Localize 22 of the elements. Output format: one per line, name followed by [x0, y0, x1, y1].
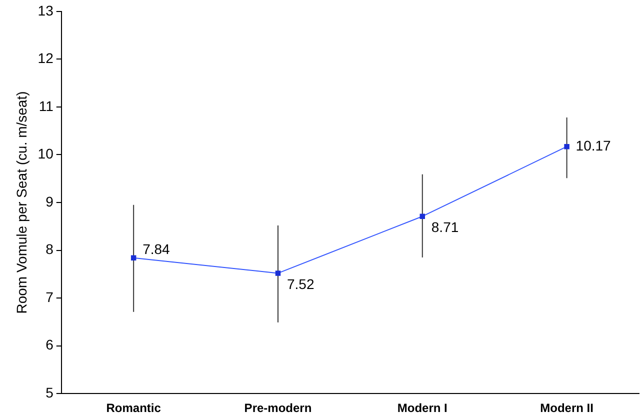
point [564, 144, 570, 150]
y-tick-label: 8 [46, 241, 54, 258]
x-tick-label: Modern I [397, 401, 448, 416]
y-tick-label: 5 [46, 384, 54, 400]
y-tick-label: 7 [46, 288, 54, 305]
y-tick-label: 13 [38, 2, 54, 18]
data-label: 8.71 [431, 219, 459, 236]
x-tick-label: Romantic [106, 401, 162, 416]
data-label: 7.52 [286, 276, 314, 292]
y-tick-label: 10 [38, 146, 54, 162]
x-tick-label: Pre-modern [244, 401, 312, 416]
data-label: 10.17 [576, 137, 612, 154]
y-tick-label: 9 [46, 193, 54, 210]
point [130, 255, 136, 261]
y-axis-title: Room Vomule per Seat (cu. m/seat) [13, 91, 30, 314]
y-tick-label: 11 [38, 98, 54, 114]
x-tick-label: Modern II [540, 401, 594, 416]
point [420, 214, 426, 219]
point [275, 270, 281, 276]
y-tick-label: 6 [46, 336, 54, 353]
data-label: 7.84 [142, 240, 170, 257]
y-tick-label: 12 [38, 50, 54, 66]
